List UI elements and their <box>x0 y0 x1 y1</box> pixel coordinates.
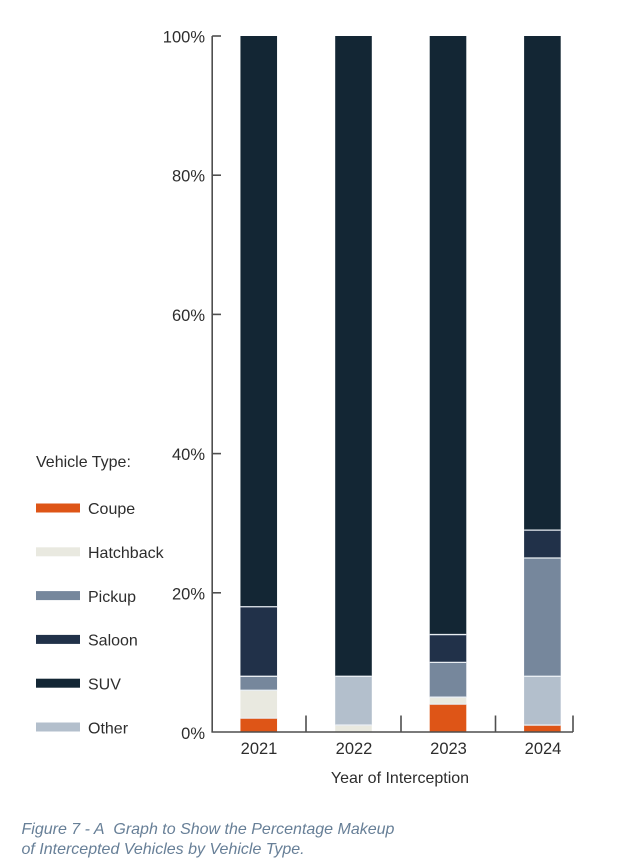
svg-text:20%: 20% <box>172 585 205 603</box>
svg-text:2022: 2022 <box>336 740 373 758</box>
svg-text:SUV: SUV <box>88 677 121 694</box>
svg-text:Saloon: Saloon <box>88 633 138 650</box>
svg-text:2023: 2023 <box>430 740 467 758</box>
svg-text:Hatchback: Hatchback <box>88 545 165 562</box>
svg-text:Coupe: Coupe <box>88 501 135 518</box>
svg-text:Figure 7 - A Graph to Show th: Figure 7 - A Graph to Show the Percentag… <box>22 821 395 838</box>
svg-text:Vehicle Type:: Vehicle Type: <box>36 454 131 471</box>
svg-text:Other: Other <box>88 721 129 738</box>
svg-text:0%: 0% <box>181 725 205 743</box>
svg-text:of Intercepted Vehicles by Veh: of Intercepted Vehicles by Vehicle Type. <box>22 841 305 858</box>
svg-text:100%: 100% <box>163 28 206 46</box>
svg-text:60%: 60% <box>172 307 205 325</box>
svg-text:80%: 80% <box>172 168 205 186</box>
svg-text:40%: 40% <box>172 446 205 464</box>
svg-text:Year of Interception: Year of Interception <box>331 770 469 787</box>
svg-text:Pickup: Pickup <box>88 589 136 606</box>
svg-text:2021: 2021 <box>241 740 278 758</box>
svg-text:2024: 2024 <box>525 740 562 758</box>
